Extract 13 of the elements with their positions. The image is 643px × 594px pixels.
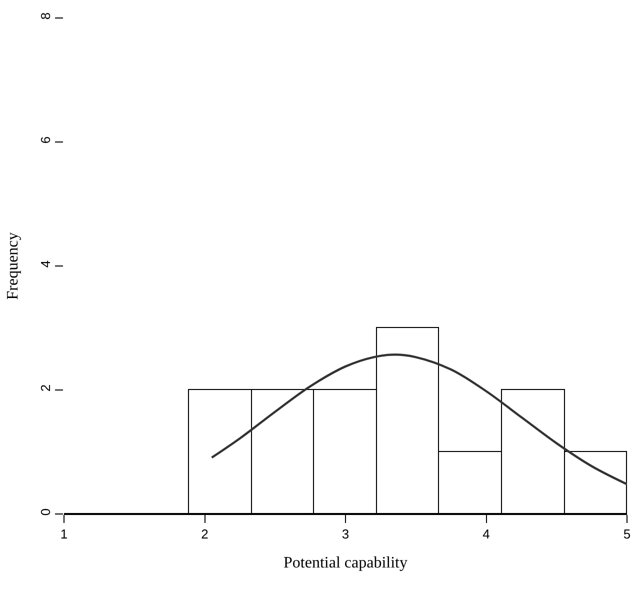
- x-tick-label: 5: [623, 526, 631, 542]
- x-axis-title: Potential capability: [284, 554, 408, 572]
- y-tick-label: 4: [38, 260, 53, 268]
- line-series: [210, 354, 627, 486]
- y-tick-label: 2: [38, 384, 53, 392]
- x-tick-label: 4: [482, 526, 490, 542]
- y-tick-label: 6: [38, 136, 53, 144]
- y-tick-label: 0: [38, 508, 53, 516]
- x-tick-label: 2: [201, 526, 208, 542]
- y-axis-title: Frequency: [4, 232, 22, 300]
- x-tick-label: 1: [60, 526, 68, 542]
- y-tick-label: 8: [38, 12, 53, 20]
- x-tick-label: 3: [342, 526, 350, 542]
